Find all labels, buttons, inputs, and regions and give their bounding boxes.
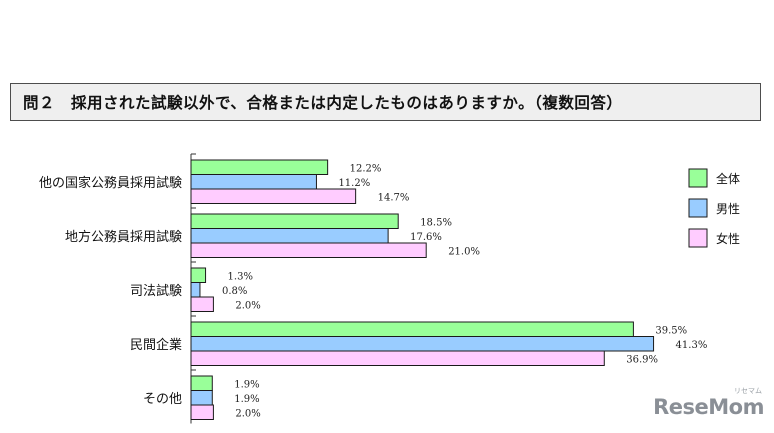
category-label: 民間企業 [130, 337, 182, 353]
legend-label: 全体 [716, 171, 740, 186]
legend-swatch [688, 168, 708, 188]
data-label: 36.9% [626, 355, 658, 366]
chart-labels: 12.2% 11.2% 14.7% 18.5% 17.6% 21.0% 1.3% 0.8% 2.… [222, 164, 707, 420]
bar-2 [190, 242, 427, 258]
data-label: 1.3% [228, 272, 253, 283]
bar-2 [190, 404, 214, 420]
legend-swatch [688, 198, 708, 218]
bar-1 [190, 282, 201, 298]
watermark-text: ReseMom [653, 395, 764, 419]
data-label: 14.7% [378, 193, 410, 204]
data-label: 2.0% [235, 301, 260, 312]
category-label: 他の国家公務員採用試験 [39, 175, 182, 191]
bar-1 [190, 174, 317, 190]
legend-swatch [688, 228, 708, 248]
category-label: 地方公務員採用試験 [65, 229, 182, 245]
bar-2 [190, 350, 605, 366]
data-label: 21.0% [448, 247, 480, 258]
bar-0 [190, 375, 213, 391]
data-label: 0.8% [222, 286, 247, 297]
data-label: 11.2% [338, 178, 370, 189]
watermark-ruby: リセマム [734, 387, 762, 395]
bar-0 [190, 159, 329, 175]
bar-2 [190, 188, 357, 204]
bar-1 [190, 336, 655, 352]
bar-1 [190, 228, 389, 244]
data-label: 39.5% [655, 326, 687, 337]
category-label: その他 [143, 392, 182, 407]
data-label: 41.3% [676, 340, 708, 351]
legend-label: 男性 [716, 202, 740, 216]
data-label: 1.9% [234, 394, 259, 405]
bar-1 [190, 390, 213, 406]
resemom-watermark: ReseMom リセマム [653, 387, 764, 419]
data-label: 1.9% [234, 380, 259, 391]
data-label: 12.2% [350, 164, 382, 175]
bar-0 [190, 321, 634, 337]
bar-2 [190, 296, 214, 312]
data-label: 18.5% [420, 218, 452, 229]
data-label: 2.0% [235, 409, 260, 420]
question-title: 問２ 採用された試験以外で、合格または内定したものはありますか。（複数回答） [10, 83, 761, 121]
bar-0 [190, 267, 207, 283]
bar-0 [190, 213, 399, 229]
data-label: 17.6% [410, 232, 442, 243]
legend-label: 女性 [716, 231, 740, 246]
chart-bars [190, 159, 655, 420]
category-label: 司法試験 [130, 283, 182, 299]
